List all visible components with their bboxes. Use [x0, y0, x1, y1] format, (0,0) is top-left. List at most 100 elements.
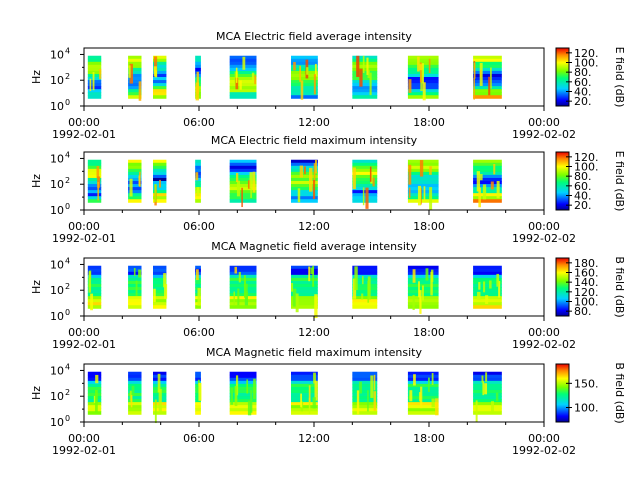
spectrogram-block — [195, 55, 201, 101]
colorbar-tick-label: 120. — [574, 47, 599, 60]
spectrogram-block — [407, 159, 439, 211]
spectrogram-block — [473, 55, 502, 100]
x-tick-label: 18:00 — [413, 116, 445, 129]
colorbar-tick-label: 140. — [574, 276, 599, 289]
colorbar-tick-label: 150. — [574, 377, 599, 390]
spectrogram-block — [229, 159, 257, 208]
colorbar — [555, 151, 570, 211]
chart-title: MCA Magnetic field average intensity — [211, 240, 417, 253]
colorbar-tick-label: 100. — [574, 57, 599, 70]
y-tick-label: 10 — [50, 416, 64, 429]
x-tick-label: 12:00 — [298, 220, 330, 233]
colorbar-tick-label: 120. — [574, 151, 599, 164]
x-tick-label: 00:00 — [68, 116, 100, 129]
y-tick-label: 10 — [50, 284, 64, 297]
y-tick-label: 10 — [50, 100, 64, 113]
spectrogram-block — [229, 371, 257, 416]
spectrogram-block — [153, 55, 167, 99]
colorbar — [555, 363, 570, 423]
x-date-label: 1992-02-01 — [52, 232, 116, 245]
spectrogram-block — [153, 265, 168, 309]
colorbar — [555, 257, 570, 317]
spectrogram-block — [87, 159, 102, 203]
spectrogram-block — [407, 371, 439, 416]
x-tick-label: 00:00 — [68, 220, 100, 233]
spectrogram-block — [352, 55, 378, 99]
y-axis-label: Hz — [30, 280, 43, 294]
spectrogram-block — [473, 371, 502, 423]
y-tick-exponent: 0 — [65, 414, 70, 423]
y-tick-exponent: 0 — [65, 308, 70, 317]
y-tick-label: 10 — [50, 258, 64, 271]
x-date-label: 1992-02-02 — [512, 128, 576, 141]
y-tick-exponent: 2 — [65, 176, 70, 185]
y-axis-label: Hz — [30, 174, 43, 188]
colorbar-label: B field (dB) — [613, 256, 626, 317]
x-tick-label: 00:00 — [528, 432, 560, 445]
spectrogram-block — [87, 371, 102, 415]
y-tick-label: 10 — [50, 310, 64, 323]
y-tick-exponent: 4 — [65, 256, 70, 265]
y-tick-exponent: 0 — [65, 202, 70, 211]
x-tick-label: 06:00 — [183, 432, 215, 445]
x-tick-label: 06:00 — [183, 326, 215, 339]
x-date-label: 1992-02-01 — [52, 338, 116, 351]
y-tick-exponent: 4 — [65, 362, 70, 371]
spectrogram-block — [407, 55, 439, 101]
spectrogram-block — [195, 265, 201, 309]
colorbar-tick-label: 20. — [574, 199, 592, 212]
spectrogram-block — [128, 159, 142, 203]
y-tick-label: 10 — [50, 74, 64, 87]
spectrogram-block — [195, 371, 202, 415]
spectrogram-block — [153, 159, 167, 206]
x-tick-label: 12:00 — [298, 116, 330, 129]
x-tick-label: 06:00 — [183, 220, 215, 233]
x-tick-label: 00:00 — [68, 432, 100, 445]
x-date-label: 1992-02-02 — [512, 232, 576, 245]
spectrogram-block — [473, 265, 502, 309]
spectrogram-block — [87, 55, 102, 99]
colorbar-tick-label: 20. — [574, 95, 592, 108]
x-tick-label: 12:00 — [298, 326, 330, 339]
spectrogram-block — [229, 265, 257, 309]
y-tick-label: 10 — [50, 390, 64, 403]
y-axis-label: Hz — [30, 386, 43, 400]
colorbar-tick-label: 180. — [574, 257, 599, 270]
chart-title: MCA Electric field average intensity — [216, 30, 412, 43]
colorbar-tick-label: 40. — [574, 86, 592, 99]
spectrogram-block — [87, 265, 102, 311]
colorbar-tick-label: 100. — [574, 402, 599, 415]
y-tick-label: 10 — [50, 48, 64, 61]
colorbar — [555, 47, 570, 107]
spectrogram-block — [291, 371, 318, 415]
x-tick-label: 00:00 — [68, 326, 100, 339]
spectrogram-block — [407, 265, 439, 314]
spectrogram-block — [128, 55, 142, 101]
colorbar-tick-label: 60. — [574, 180, 592, 193]
y-tick-label: 10 — [50, 178, 64, 191]
spectrogram-block — [291, 55, 318, 100]
y-axis-label: Hz — [30, 70, 43, 84]
y-tick-label: 10 — [50, 204, 64, 217]
colorbar-tick-label: 100. — [574, 161, 599, 174]
y-tick-exponent: 2 — [65, 72, 70, 81]
colorbar-tick-label: 120. — [574, 286, 599, 299]
spectrogram-block — [291, 159, 318, 203]
x-date-label: 1992-02-02 — [512, 444, 576, 457]
chart-title: MCA Magnetic field maximum intensity — [206, 346, 422, 359]
spectrogram-block — [291, 265, 318, 319]
x-tick-label: 00:00 — [528, 220, 560, 233]
colorbar-label: E field (dB) — [613, 151, 626, 212]
spectrogram-block — [352, 371, 378, 415]
x-date-label: 1992-02-02 — [512, 338, 576, 351]
colorbar-tick-label: 80. — [574, 170, 592, 183]
chart-title: MCA Electric field maximum intensity — [211, 134, 418, 147]
y-tick-label: 10 — [50, 152, 64, 165]
x-tick-label: 18:00 — [413, 220, 445, 233]
colorbar-tick-label: 100. — [574, 296, 599, 309]
spectrogram-block — [195, 159, 201, 203]
colorbar-label: E field (dB) — [613, 47, 626, 108]
x-tick-label: 12:00 — [298, 432, 330, 445]
